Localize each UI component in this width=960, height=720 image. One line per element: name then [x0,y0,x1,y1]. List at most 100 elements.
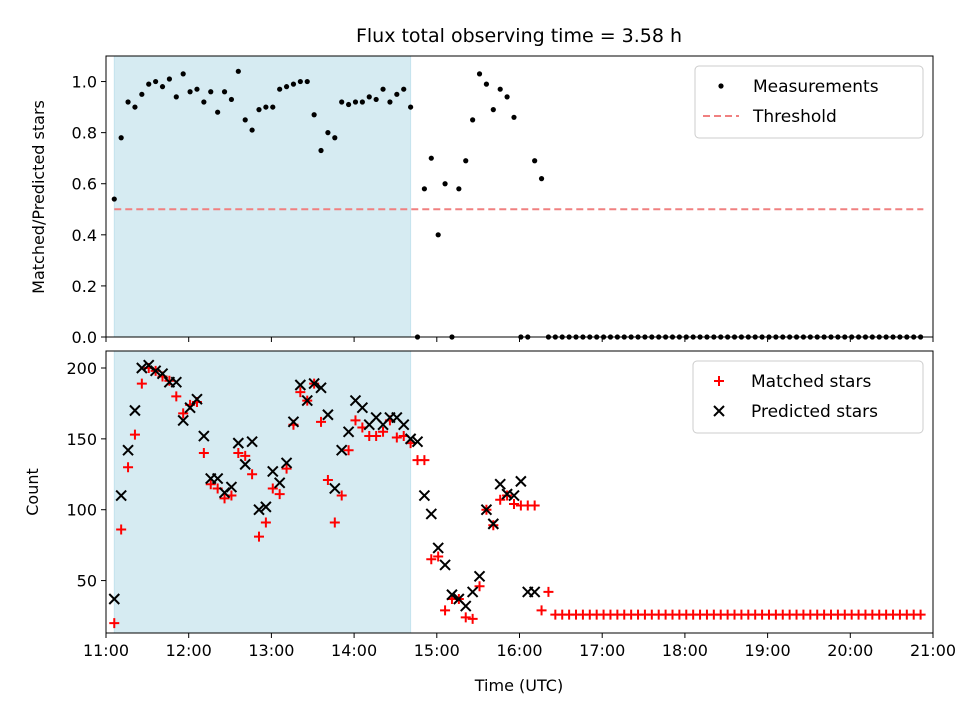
predicted-star-point [211,472,224,485]
matched-star-point [109,618,120,629]
y-tick-label: 150 [66,430,97,449]
measurement-point [215,109,221,115]
x-tick-label: 19:00 [745,641,791,660]
measurement-point [366,94,372,100]
predicted-star-point [315,382,327,394]
top-legend: Measurements Threshold [694,65,924,139]
predicted-star-point [149,365,162,377]
predicted-star-point [108,593,120,605]
predicted-star-point [225,481,238,493]
measurement-point [408,104,414,110]
matched-star-point [205,479,216,490]
measurement-point [359,99,365,105]
measurement-point [194,86,200,92]
matched-star-point [488,520,499,531]
legend-marker-swatch [713,405,725,417]
measurement-point [173,94,179,100]
matched-star-point [426,554,437,565]
matched-star-point [322,474,333,485]
legend-entry-label: Measurements [753,77,879,97]
measurement-point [277,86,283,92]
predicted-star-point [287,416,300,428]
measurement-point [332,135,338,141]
predicted-star-point [356,401,369,414]
measurement-point [538,176,545,182]
matched-star-point [247,469,258,480]
matched-star-point [371,431,382,442]
predicted-star-point [198,430,210,442]
predicted-star-point [170,376,183,388]
measurement-point [132,104,138,110]
top-panel: 0.0 0.2 0.4 0.6 0.8 1.0 Matched/Predicted sta… [29,55,934,347]
measurement-point [435,232,441,238]
matched-star-point [508,499,519,510]
y-tick-label: 200 [66,359,97,378]
measurement-point [497,86,503,92]
measurement-point [180,71,186,77]
measurement-point [166,76,173,82]
measurement-point [290,81,297,87]
predicted-star-point [439,559,451,571]
measurement-point [235,68,241,74]
predicted-star-point [494,478,506,490]
observing-window-shade [113,350,412,634]
measurement-point [352,99,359,105]
x-tick-label: 15:00 [414,641,460,660]
matched-star-point [529,500,540,511]
x-tick-label: 11:00 [83,641,129,660]
measurement-point [373,96,379,103]
matched-star-point [378,426,389,437]
measurement-point [511,114,517,120]
matched-star-point [350,415,361,426]
predicted-star-point [232,437,245,449]
measurement-point [228,96,235,103]
predicted-star-point [329,482,341,495]
matched-star-point [915,609,926,620]
y-tick-label: 0.2 [72,277,97,296]
matched-star-point [502,490,513,501]
legend-entry-label: Threshold [752,107,837,127]
predicted-star-point [294,379,307,391]
matched-star-point [536,605,547,616]
measurement-point [283,84,290,90]
matched-star-point [240,450,251,461]
observing-window-shade [113,55,412,338]
measurement-point [339,99,345,105]
predicted-star-point [528,586,541,598]
measurement-point [490,107,496,113]
matched-star-point [336,490,347,501]
predicted-star-point [473,570,486,583]
matched-star-point [495,494,506,505]
predicted-star-point [280,457,293,469]
y-tick-label: 100 [66,501,97,520]
predicted-star-point [446,589,458,601]
matched-star-point [136,378,147,389]
predicted-star-point [335,444,348,456]
measurement-point [146,81,152,87]
top-y-axis-label: Matched/Predicted stars [29,100,48,294]
measurement-point [470,117,476,123]
predicted-star-point [267,465,279,478]
matched-star-point [171,391,182,402]
predicted-star-point [418,489,431,502]
y-tick-label: 0.4 [72,226,97,245]
matched-star-point [440,605,451,616]
matched-star-point [391,432,402,443]
measurement-point [201,99,207,105]
matched-star-point [274,489,285,500]
predicted-star-point [432,542,444,554]
measurement-point [297,78,303,85]
predicted-star-point [398,418,410,431]
y-tick-label: 0.8 [72,124,97,143]
matched-star-point [116,524,127,535]
predicted-star-point [515,475,527,488]
measurement-point [421,186,427,192]
measurement-point [456,186,462,192]
matched-star-point [198,448,209,459]
matched-star-point [329,517,340,528]
measurement-point [111,196,117,202]
legend-entry-label: Predicted stars [751,402,878,422]
matched-star-point [543,586,554,597]
y-tick-label: 0.0 [72,328,97,347]
